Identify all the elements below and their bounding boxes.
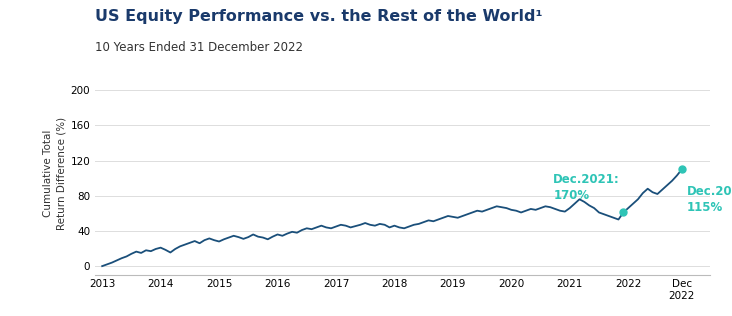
Text: Dec.2021:
170%: Dec.2021: 170% (553, 173, 620, 202)
Text: US Equity Performance vs. the Rest of the World¹: US Equity Performance vs. the Rest of th… (95, 9, 542, 24)
Text: Dec.2022:
115%: Dec.2022: 115% (687, 185, 732, 214)
Text: 10 Years Ended 31 December 2022: 10 Years Ended 31 December 2022 (95, 41, 303, 54)
Y-axis label: Cumulative Total
Return Difference (%): Cumulative Total Return Difference (%) (43, 117, 67, 230)
